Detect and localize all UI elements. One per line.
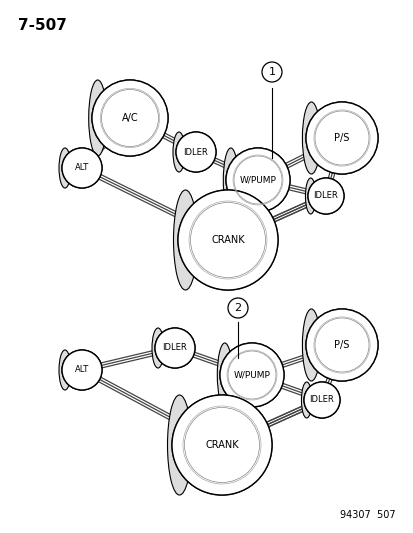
Text: IDLER: IDLER [183, 148, 208, 157]
Text: 94307  507: 94307 507 [339, 510, 395, 520]
Ellipse shape [223, 148, 238, 212]
Text: W/PUMP: W/PUMP [239, 175, 276, 184]
Ellipse shape [173, 132, 185, 172]
Circle shape [62, 148, 102, 188]
Text: CRANK: CRANK [211, 235, 244, 245]
Ellipse shape [88, 80, 107, 156]
Ellipse shape [305, 178, 315, 214]
Circle shape [305, 102, 377, 174]
Circle shape [176, 132, 216, 172]
Circle shape [178, 190, 277, 290]
Circle shape [305, 309, 377, 381]
Circle shape [171, 395, 271, 495]
Circle shape [176, 132, 216, 172]
Ellipse shape [301, 309, 320, 381]
Text: 1: 1 [268, 67, 275, 77]
Circle shape [62, 148, 102, 188]
Circle shape [92, 80, 168, 156]
Text: IDLER: IDLER [313, 191, 337, 200]
Circle shape [62, 350, 102, 390]
Circle shape [303, 382, 339, 418]
Ellipse shape [152, 328, 164, 368]
Ellipse shape [173, 190, 197, 290]
Text: A/C: A/C [121, 113, 138, 123]
Circle shape [219, 343, 283, 407]
Circle shape [307, 178, 343, 214]
Circle shape [178, 190, 277, 290]
Circle shape [154, 328, 195, 368]
Circle shape [307, 178, 343, 214]
Circle shape [92, 80, 168, 156]
Text: CRANK: CRANK [205, 440, 238, 450]
Text: 7-507: 7-507 [18, 18, 67, 33]
Circle shape [261, 62, 281, 82]
Text: P/S: P/S [334, 340, 349, 350]
Circle shape [228, 298, 247, 318]
Text: ALT: ALT [75, 366, 89, 375]
Circle shape [219, 343, 283, 407]
Text: IDLER: IDLER [162, 343, 187, 352]
Text: P/S: P/S [334, 133, 349, 143]
Text: W/PUMP: W/PUMP [233, 370, 270, 379]
Circle shape [225, 148, 289, 212]
Ellipse shape [59, 350, 71, 390]
Text: ALT: ALT [75, 164, 89, 173]
Circle shape [305, 102, 377, 174]
Ellipse shape [217, 343, 232, 407]
Circle shape [62, 350, 102, 390]
Text: IDLER: IDLER [309, 395, 334, 405]
Circle shape [171, 395, 271, 495]
Ellipse shape [167, 395, 191, 495]
Ellipse shape [59, 148, 71, 188]
Ellipse shape [301, 102, 320, 174]
Circle shape [305, 309, 377, 381]
Circle shape [225, 148, 289, 212]
Ellipse shape [301, 382, 311, 418]
Circle shape [303, 382, 339, 418]
Text: 2: 2 [234, 303, 241, 313]
Circle shape [154, 328, 195, 368]
